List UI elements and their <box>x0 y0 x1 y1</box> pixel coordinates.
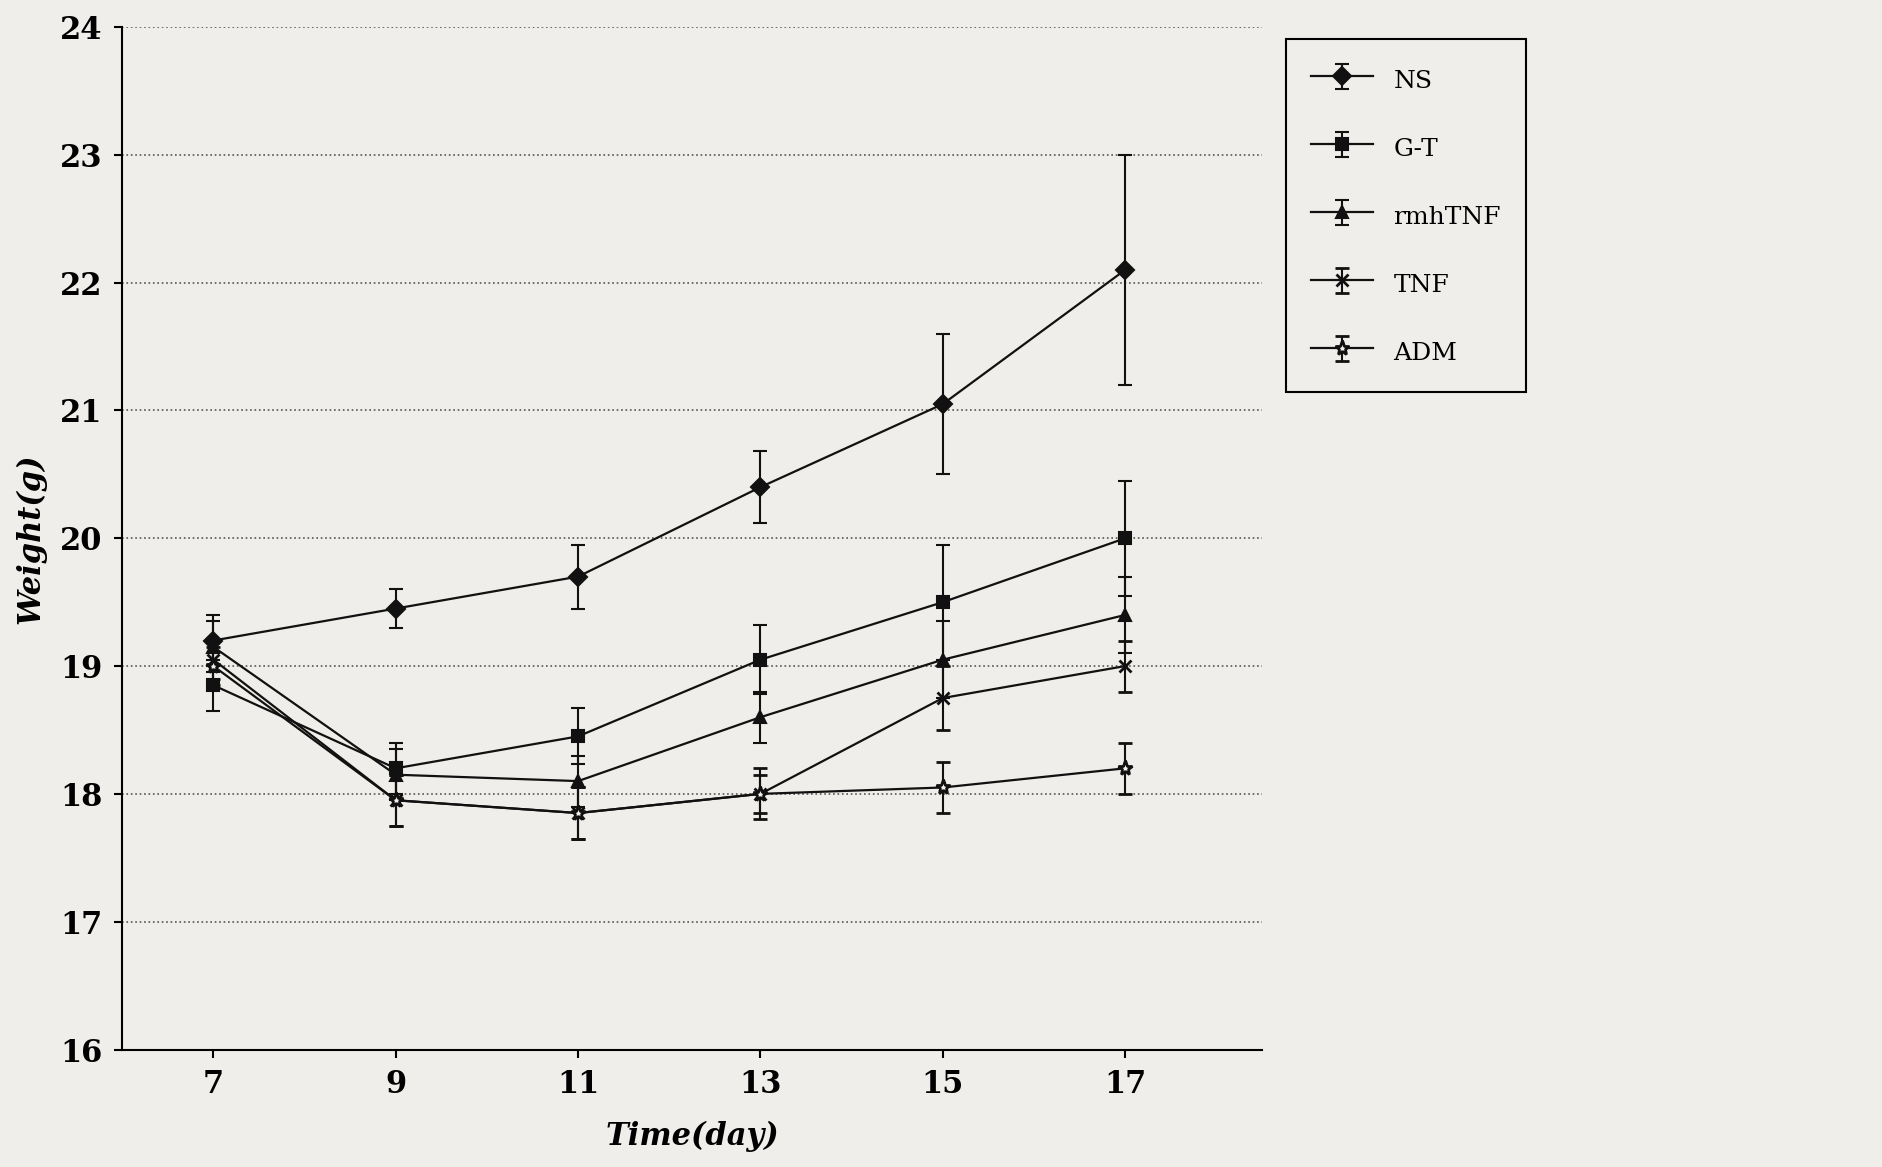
X-axis label: Time(day): Time(day) <box>604 1120 779 1152</box>
Legend: NS, G-T, rmhTNF, TNF, ADM: NS, G-T, rmhTNF, TNF, ADM <box>1285 40 1524 392</box>
Y-axis label: Weight(g): Weight(g) <box>15 453 47 623</box>
